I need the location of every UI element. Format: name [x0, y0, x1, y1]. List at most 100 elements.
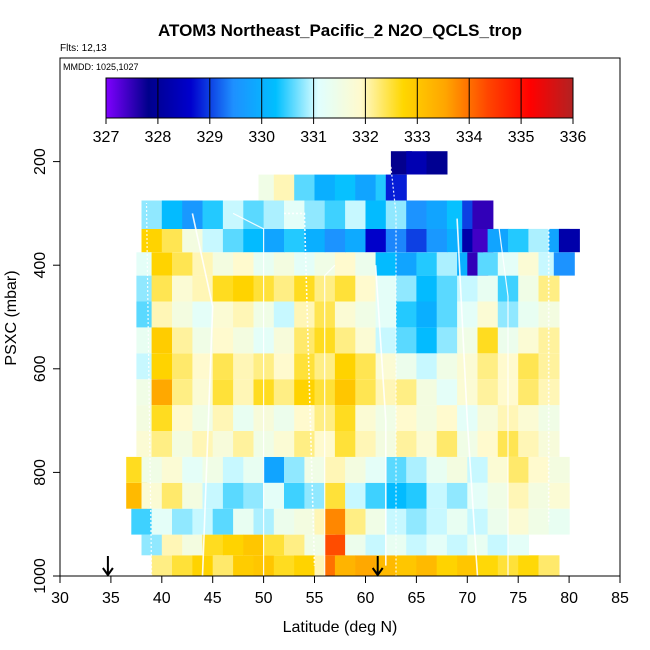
heatmap-cell-11-15 — [436, 275, 458, 302]
heatmap-cell-2-10 — [324, 508, 346, 535]
heatmap-cell-9-14 — [416, 327, 438, 354]
heatmap-cell-12-19 — [497, 252, 519, 276]
heatmap-cell-8-7 — [273, 353, 295, 380]
heatmap-cell-8-10 — [334, 353, 356, 380]
heatmap-cell-2-3 — [192, 508, 214, 535]
heatmap-cell-4-10 — [324, 456, 346, 483]
heatmap-cell-7-4 — [212, 379, 234, 406]
colorbar-tick-label-5: 332 — [352, 129, 379, 146]
x-tick-label-2: 40 — [153, 590, 171, 607]
profile-lines — [145, 166, 550, 577]
heatmap-cell-14-1 — [161, 200, 183, 229]
heatmap-cell-8-19 — [518, 353, 540, 380]
heatmap-cell-2-0 — [131, 508, 153, 535]
flights-label: Flts: 12,13 — [60, 43, 107, 54]
heatmap-cell-1-11 — [365, 534, 387, 556]
heatmap-cell-4-2 — [161, 456, 183, 483]
heatmap-cell-16-2 — [426, 151, 448, 175]
date-label: MMDD: 1025,1027 — [63, 62, 139, 72]
heatmap-cell-11-12 — [375, 275, 397, 302]
heatmap-cell-0-0 — [151, 555, 173, 576]
heatmap-cell-13-7 — [284, 228, 305, 253]
heatmap-cell-10-12 — [375, 301, 397, 328]
heatmap-cell-6-4 — [212, 405, 234, 431]
heatmap-cell-0-17 — [477, 555, 499, 576]
heatmap-cell-8-8 — [294, 353, 316, 380]
heatmap-cell-6-14 — [416, 405, 438, 431]
heatmap-cell-2-2 — [172, 508, 193, 535]
colorbar: 327 328 329 330 331 332 333 334 335 336 — [93, 77, 587, 146]
heatmap-cell-0-20 — [538, 555, 560, 576]
heatmap-cell-3-6 — [243, 482, 265, 509]
heatmap-cell-1-0 — [141, 534, 163, 556]
heatmap-cell-10-5 — [233, 301, 255, 328]
heatmap-cell-2-12 — [365, 508, 387, 535]
heatmap-cell-7-13 — [396, 379, 417, 406]
heatmap-cell-7-10 — [334, 379, 356, 406]
heatmap-cell-2-5 — [233, 508, 255, 535]
heatmap-cell-11-18 — [497, 275, 519, 302]
heatmap-cell-12-9 — [314, 252, 336, 276]
heatmap-cell-0-11 — [355, 555, 377, 576]
heatmap-cell-12-20 — [518, 252, 540, 276]
heatmap-cell-8-14 — [416, 353, 438, 380]
heatmap-cell-6-8 — [294, 405, 316, 431]
heatmap-cell-5-5 — [233, 431, 255, 457]
heatmap-cell-3-14 — [406, 482, 428, 509]
colorbar-tick-label-1: 328 — [145, 129, 172, 146]
heatmap-cell-7-8 — [294, 379, 316, 406]
heatmap-cell-7-17 — [477, 379, 499, 406]
heatmap-cell-15-3 — [314, 174, 336, 201]
plot-frame — [59, 57, 621, 577]
heatmap-cell-13-20 — [528, 228, 550, 253]
heatmap-cell-8-5 — [233, 353, 255, 380]
heatmap-cell-14-9 — [324, 200, 346, 229]
heatmap-cell-10-8 — [294, 301, 316, 328]
heatmap-cell-2-7 — [273, 508, 295, 535]
y-tick-label-0: 200 — [32, 148, 49, 175]
heatmap-cell-2-11 — [345, 508, 367, 535]
profile-4 — [284, 212, 316, 566]
heatmap-cell-5-1 — [151, 431, 173, 457]
heatmap-cell-12-5 — [233, 252, 255, 276]
heatmap-cell-3-4 — [202, 482, 224, 509]
heatmap-cell-14-14 — [426, 200, 448, 229]
heatmap-cell-9-11 — [355, 327, 377, 354]
heatmap-cell-0-4 — [233, 555, 255, 576]
heatmap-cell-12-13 — [396, 252, 417, 276]
heatmap-cell-13-11 — [365, 228, 387, 253]
colorbar-tick-label-2: 329 — [196, 129, 223, 146]
heatmap-cell-10-15 — [436, 301, 458, 328]
heatmap-cell-9-16 — [457, 327, 479, 354]
heatmap-cell-10-14 — [416, 301, 438, 328]
heatmap-cell-11-11 — [355, 275, 377, 302]
heatmap-cell-5-16 — [457, 431, 479, 457]
heatmap-cell-4-6 — [243, 456, 265, 483]
heatmap-cell-4-17 — [467, 456, 489, 483]
heatmap-cell-3-12 — [365, 482, 387, 509]
heatmap-cell-6-2 — [172, 405, 193, 431]
heatmap-cell-8-16 — [457, 353, 479, 380]
heatmap-cell-1-12 — [385, 534, 407, 556]
colorbar-tick-label-9: 336 — [560, 129, 587, 146]
heatmap-cell-8-3 — [192, 353, 214, 380]
heatmap-cell-5-10 — [334, 431, 356, 457]
heatmap-cell-5-2 — [172, 431, 193, 457]
x-tick-label-11: 85 — [611, 590, 629, 607]
heatmap-cell-1-7 — [284, 534, 305, 556]
heatmap-cell-10-1 — [151, 301, 173, 328]
heatmap-cell-9-15 — [436, 327, 458, 354]
heatmap-cell-13-0 — [141, 228, 163, 253]
heatmap-cell-11-16 — [457, 275, 479, 302]
heatmap-cell-4-19 — [508, 456, 529, 483]
heatmap-cell-12-14 — [416, 252, 438, 276]
x-tick-label-6: 60 — [357, 590, 375, 607]
heatmap-cell-14-7 — [284, 200, 305, 229]
heatmap-cell-14-8 — [304, 200, 326, 229]
heatmap-cell-13-5 — [243, 228, 265, 253]
heatmap-cell-3-8 — [284, 482, 305, 509]
heatmap-cell-8-17 — [477, 353, 499, 380]
heatmap-cell-12-22 — [553, 252, 575, 276]
heatmap-cell-13-13 — [406, 228, 428, 253]
heatmap-cell-6-5 — [233, 405, 255, 431]
